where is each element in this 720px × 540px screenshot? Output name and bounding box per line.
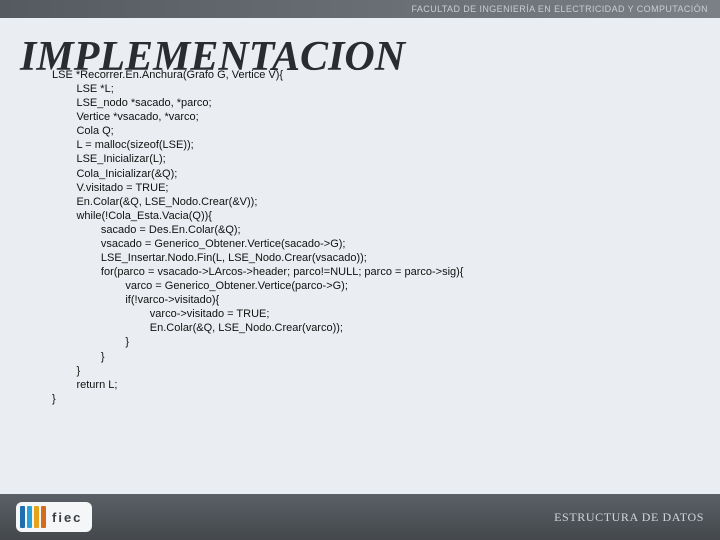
logo-stripe [20, 506, 25, 528]
footer: fiec ESTRUCTURA DE DATOS [0, 494, 720, 540]
logo-text: fiec [52, 510, 82, 525]
footer-right-text: ESTRUCTURA DE DATOS [554, 510, 704, 525]
logo-stripe [34, 506, 39, 528]
logo-stripe [41, 506, 46, 528]
logo-badge: fiec [16, 502, 92, 532]
logo-stripes [20, 506, 46, 528]
logo-stripe [27, 506, 32, 528]
code-block: LSE *Recorrer.En.Anchura(Grafo G, Vertic… [0, 68, 720, 406]
topbar: FACULTAD DE INGENIERÍA EN ELECTRICIDAD Y… [0, 0, 720, 18]
topbar-text: FACULTAD DE INGENIERÍA EN ELECTRICIDAD Y… [411, 4, 708, 14]
